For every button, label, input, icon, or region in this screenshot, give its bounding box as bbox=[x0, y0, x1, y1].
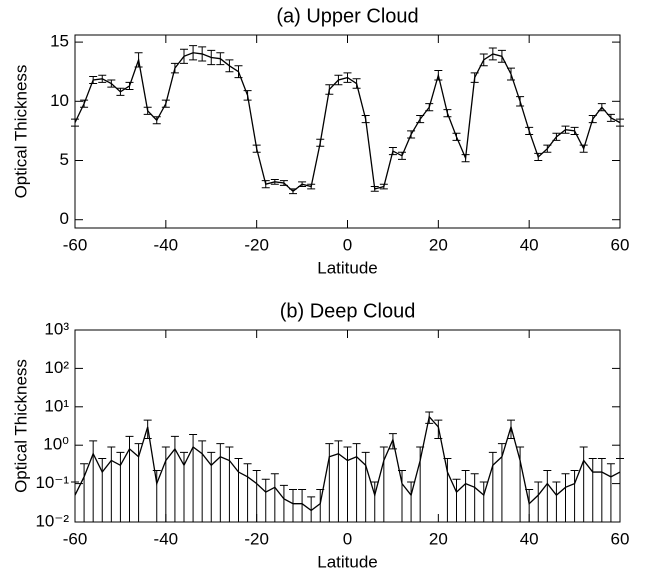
y-tick-label: 5 bbox=[60, 150, 69, 169]
y-tick-label: 0 bbox=[60, 209, 69, 228]
error-bar bbox=[252, 469, 261, 522]
error-bar bbox=[352, 443, 361, 522]
error-bar bbox=[534, 481, 543, 522]
y-tick-label: 10⁻¹ bbox=[35, 473, 69, 492]
error-bar bbox=[180, 451, 188, 522]
y-tick-label: 10⁰ bbox=[43, 435, 69, 454]
y-tick-label: 10¹ bbox=[44, 396, 69, 415]
x-tick-label: -60 bbox=[63, 529, 88, 548]
error-bar bbox=[279, 484, 288, 522]
x-tick-label: 20 bbox=[429, 235, 448, 254]
error-bar bbox=[270, 473, 279, 522]
data-line bbox=[74, 415, 621, 512]
error-bar bbox=[370, 481, 379, 522]
error-bar bbox=[606, 463, 615, 522]
error-bar bbox=[616, 458, 624, 522]
x-tick-label: -20 bbox=[244, 235, 269, 254]
plot-frame bbox=[74, 34, 621, 229]
x-axis-label: Latitude bbox=[317, 258, 378, 277]
error-bar bbox=[125, 435, 134, 522]
error-bar bbox=[443, 458, 452, 522]
error-bar bbox=[234, 458, 243, 522]
error-bar bbox=[361, 451, 370, 522]
x-tick-label: 0 bbox=[343, 529, 352, 548]
error-bar bbox=[116, 451, 125, 522]
x-tick-label: -60 bbox=[63, 235, 88, 254]
error-bar bbox=[407, 481, 416, 522]
error-bar bbox=[216, 443, 225, 522]
y-tick-label: 10² bbox=[44, 358, 69, 377]
x-tick-label: -40 bbox=[154, 529, 179, 548]
error-bar bbox=[561, 473, 570, 522]
error-bar bbox=[525, 489, 534, 522]
error-bar bbox=[552, 481, 561, 522]
error-bar bbox=[289, 489, 297, 522]
error-bar bbox=[80, 463, 89, 522]
error-bar bbox=[461, 469, 470, 522]
x-tick-label: 60 bbox=[611, 235, 630, 254]
error-bar bbox=[207, 451, 216, 522]
x-tick-label: 40 bbox=[520, 529, 539, 548]
error-bar bbox=[379, 446, 388, 522]
y-axis-label: Optical Thickness bbox=[11, 359, 30, 493]
x-tick-label: -40 bbox=[154, 235, 179, 254]
y-tick-label: 10⁻² bbox=[35, 511, 69, 530]
error-bar bbox=[261, 478, 270, 522]
error-bar bbox=[107, 446, 116, 522]
error-bar bbox=[597, 458, 606, 522]
error-bar bbox=[452, 478, 461, 522]
y-tick-label: 10 bbox=[50, 91, 69, 110]
error-bar bbox=[479, 481, 488, 522]
y-tick-label: 15 bbox=[50, 32, 69, 51]
x-tick-label: 40 bbox=[520, 235, 539, 254]
error-bar bbox=[334, 440, 343, 522]
y-tick-label: 10³ bbox=[44, 319, 69, 338]
x-tick-label: 0 bbox=[343, 235, 352, 254]
error-bar bbox=[98, 458, 107, 522]
error-bar bbox=[298, 489, 307, 522]
chart-title: (a) Upper Cloud bbox=[276, 5, 418, 27]
error-bar bbox=[579, 446, 588, 522]
error-bar bbox=[189, 433, 198, 522]
error-bar bbox=[543, 469, 552, 522]
y-axis-label: Optical Thickness bbox=[11, 65, 30, 199]
chart-title: (b) Deep Cloud bbox=[280, 300, 416, 322]
error-bar bbox=[398, 469, 406, 522]
error-bar bbox=[570, 469, 579, 522]
error-bar bbox=[488, 451, 497, 522]
error-bar bbox=[71, 481, 79, 522]
error-bar bbox=[243, 463, 252, 522]
error-bar bbox=[225, 446, 234, 522]
error-bar bbox=[161, 446, 170, 522]
x-axis-label: Latitude bbox=[317, 552, 378, 571]
x-tick-label: 20 bbox=[429, 529, 448, 548]
error-bar bbox=[307, 496, 316, 522]
error-bar bbox=[470, 473, 479, 522]
data-line bbox=[74, 52, 621, 193]
error-bar bbox=[343, 446, 352, 522]
x-tick-label: -20 bbox=[244, 529, 269, 548]
x-tick-label: 60 bbox=[611, 529, 630, 548]
error-bar bbox=[170, 435, 179, 522]
error-bar bbox=[588, 458, 597, 522]
